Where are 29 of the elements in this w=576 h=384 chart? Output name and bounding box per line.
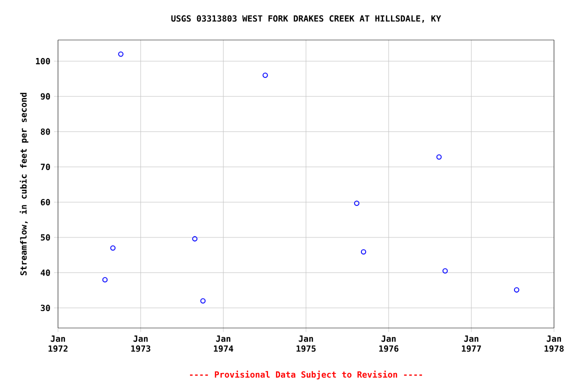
text: ---- Provisional Data Subject to Revision ----: [190, 370, 422, 380]
y-tick-label: 60: [40, 198, 50, 206]
y-tick-label: 50: [40, 234, 50, 241]
point: [118, 51, 124, 57]
y-tick-label: 100: [36, 58, 50, 64]
point: [200, 298, 206, 304]
x-tick-label: Jan 1976: [379, 336, 398, 352]
y-tick-label: 30: [40, 304, 50, 312]
y-tick-label: 90: [40, 93, 50, 100]
point: [192, 236, 198, 242]
point: [110, 245, 116, 251]
point: [436, 154, 442, 160]
point: [514, 287, 520, 293]
x-tick-label: Jan 1978: [544, 336, 564, 352]
point: [442, 268, 448, 274]
y-tick-label: 40: [40, 269, 50, 276]
x-tick-label: Jan 1974: [214, 336, 234, 352]
x-tick-label: Jan 1975: [296, 336, 316, 352]
x-tick-label: Jan 1972: [48, 336, 68, 352]
point: [102, 277, 108, 282]
x-tick-label: Jan 1973: [131, 336, 150, 352]
chart-title: USGS 03313803 WEST FORK DRAKES CREEK AT HILLSDALE, KY: [171, 15, 442, 23]
point: [354, 200, 360, 206]
point: [360, 249, 366, 254]
y-axis-title: Streamflow, in cubic feet per second: [20, 92, 28, 276]
x-tick-label: Jan 1977: [462, 336, 481, 352]
y-tick-label: 80: [40, 128, 50, 135]
y-tick-label: 70: [40, 164, 50, 170]
point: [262, 72, 268, 78]
